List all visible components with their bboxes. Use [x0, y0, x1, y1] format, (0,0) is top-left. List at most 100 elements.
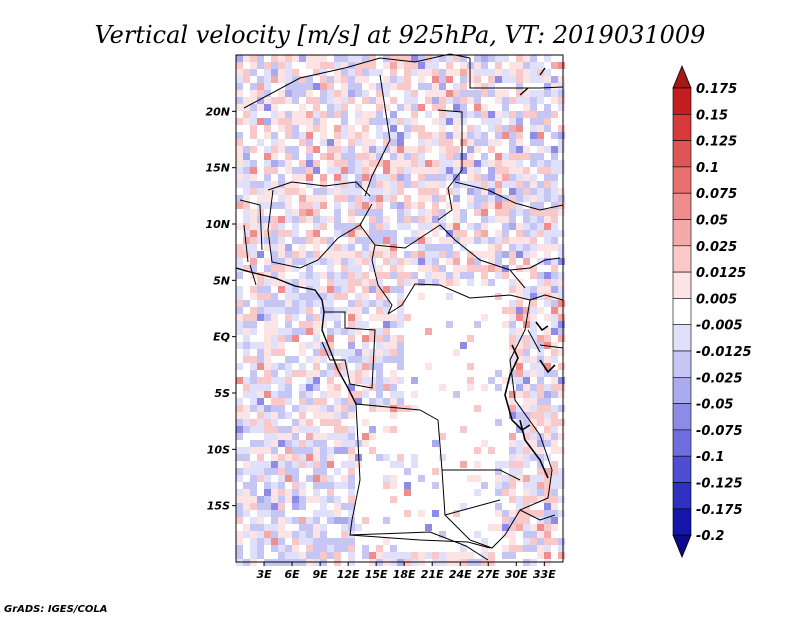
field-cell — [397, 461, 404, 468]
field-cell — [397, 293, 404, 300]
field-cell — [299, 307, 306, 314]
map-frame — [235, 54, 564, 563]
field-cell — [404, 552, 411, 559]
field-cell — [558, 251, 565, 258]
field-cell — [264, 188, 271, 195]
field-cell — [292, 489, 299, 496]
field-cell — [425, 524, 432, 531]
field-cell — [446, 279, 453, 286]
field-cell — [243, 503, 250, 510]
field-cell — [257, 181, 264, 188]
field-cell — [271, 160, 278, 167]
field-cell — [355, 76, 362, 83]
field-cell — [404, 209, 411, 216]
field-cell — [467, 146, 474, 153]
field-cell — [509, 244, 516, 251]
field-cell — [481, 104, 488, 111]
field-cell — [271, 405, 278, 412]
field-cell — [390, 62, 397, 69]
field-cell — [481, 69, 488, 76]
field-cell — [404, 216, 411, 223]
field-cell — [264, 349, 271, 356]
field-cell — [558, 328, 565, 335]
field-cell — [285, 377, 292, 384]
field-cell — [313, 412, 320, 419]
field-cell — [341, 244, 348, 251]
field-cell — [516, 230, 523, 237]
field-cell — [509, 286, 516, 293]
field-cell — [376, 153, 383, 160]
field-cell — [551, 517, 558, 524]
field-cell — [369, 335, 376, 342]
west-africa-borders — [239, 199, 263, 286]
field-cell — [299, 160, 306, 167]
field-cell — [488, 139, 495, 146]
field-cell — [432, 55, 439, 62]
field-cell — [243, 209, 250, 216]
field-cell — [516, 118, 523, 125]
field-cell — [516, 440, 523, 447]
field-cell — [264, 174, 271, 181]
field-cell — [439, 167, 446, 174]
field-cell — [264, 97, 271, 104]
field-cell — [481, 265, 488, 272]
field-cell — [313, 510, 320, 517]
field-cell — [516, 188, 523, 195]
field-cell — [257, 139, 264, 146]
field-cell — [327, 293, 334, 300]
field-cell — [278, 349, 285, 356]
field-cell — [257, 286, 264, 293]
field-cell — [285, 363, 292, 370]
field-cell — [411, 90, 418, 97]
field-cell — [530, 111, 537, 118]
field-cell — [425, 97, 432, 104]
field-cell — [418, 153, 425, 160]
field-cell — [418, 265, 425, 272]
field-cell — [509, 307, 516, 314]
field-cell — [313, 69, 320, 76]
field-cell — [292, 307, 299, 314]
colorbar-segment — [672, 298, 692, 325]
field-cell — [271, 237, 278, 244]
field-cell — [537, 419, 544, 426]
field-cell — [551, 209, 558, 216]
field-cell — [306, 195, 313, 202]
field-cell — [292, 223, 299, 230]
field-cell — [537, 510, 544, 517]
field-cell — [243, 69, 250, 76]
field-cell — [250, 321, 257, 328]
field-cell — [341, 517, 348, 524]
field-cell — [236, 314, 243, 321]
field-cell — [278, 531, 285, 538]
field-cell — [411, 153, 418, 160]
field-cell — [313, 405, 320, 412]
field-cell — [292, 426, 299, 433]
field-cell — [425, 195, 432, 202]
field-cell — [376, 97, 383, 104]
field-cell — [236, 433, 243, 440]
field-cell — [362, 293, 369, 300]
field-cell — [257, 405, 264, 412]
field-cell — [236, 454, 243, 461]
field-cell — [250, 552, 257, 559]
field-cell — [250, 391, 257, 398]
field-cell — [306, 370, 313, 377]
field-cell — [348, 230, 355, 237]
field-cell — [264, 307, 271, 314]
field-cell — [250, 503, 257, 510]
field-cell — [502, 230, 509, 237]
field-cell — [334, 510, 341, 517]
field-cell — [313, 118, 320, 125]
field-cell — [299, 83, 306, 90]
field-cell — [453, 104, 460, 111]
field-cell — [369, 433, 376, 440]
field-cell — [453, 230, 460, 237]
field-cell — [257, 251, 264, 258]
field-cell — [292, 167, 299, 174]
field-cell — [243, 195, 250, 202]
field-cell — [264, 118, 271, 125]
field-cell — [299, 216, 306, 223]
field-cell — [250, 160, 257, 167]
field-cell — [551, 468, 558, 475]
